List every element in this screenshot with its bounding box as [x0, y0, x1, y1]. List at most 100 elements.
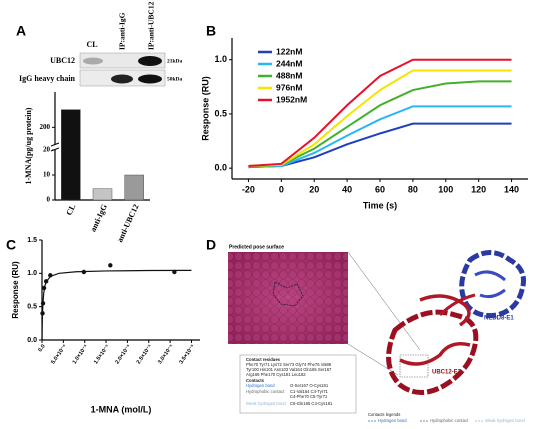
contacts-box	[239, 354, 357, 414]
legend-label: 122nM	[276, 46, 302, 56]
blot-band	[111, 74, 133, 84]
bar	[124, 174, 144, 201]
data-point	[81, 269, 87, 275]
x-tick-label: 2.0×10⁻⁵	[114, 343, 132, 365]
panel-label: B	[206, 23, 216, 39]
bar	[92, 188, 113, 201]
inset-title: Predicted pose surface	[229, 244, 284, 250]
y-tick-label: 0.5	[214, 108, 227, 118]
y-tick-label: 10	[43, 171, 51, 179]
legend-label: Weak hydrogen bond	[485, 418, 525, 423]
x-tick-label: 0	[279, 184, 284, 194]
contact-residue: C4-Phe70 C5-Tyr71	[290, 394, 328, 399]
contacts-heading: Contact residues	[246, 357, 281, 362]
x-tick-label: 5.0×10⁻⁶	[50, 343, 68, 365]
y-tick-label: 1.0	[214, 54, 227, 64]
binding-site	[399, 354, 429, 378]
x-tick-label: 120	[471, 184, 486, 194]
size-label: 21kDa	[167, 58, 183, 64]
legend-label: Hydrogen bond	[378, 418, 407, 423]
series-line	[248, 69, 512, 167]
y-tick-label: 0.0	[27, 337, 37, 344]
e2-ribbon	[386, 309, 479, 395]
contact-residues: Phe70 Tyr71 Lys72 Ser73 Gly74 Phe76 Val8…	[246, 362, 332, 367]
legend-label: 976nM	[276, 82, 302, 92]
legend-label: 244nM	[276, 58, 302, 68]
contact-residue: C6-Gln165 C4-Cys181	[290, 401, 333, 406]
fit-curve	[41, 269, 192, 341]
e1-ribbon	[474, 270, 506, 299]
x-tick-label: anti-UBC12	[115, 203, 140, 244]
x-tick-label: -20	[242, 184, 255, 194]
legend-title: Contacts legends	[368, 412, 400, 417]
x-tick-label: 100	[438, 184, 453, 194]
lane-label: IP:anti-IgG	[118, 12, 127, 50]
connector	[347, 343, 399, 376]
contact-residue: C1-Val164 C4-Tyr71	[290, 389, 329, 394]
contacts-heading: Contacts	[246, 378, 265, 383]
x-tick-label: 1.5×10⁻⁵	[93, 343, 111, 365]
y-tick-label: 0	[47, 196, 51, 204]
series-line	[248, 105, 512, 169]
row-label: IgG heavy chain	[19, 74, 76, 83]
x-tick-label: 60	[375, 184, 385, 194]
x-axis-title: Time (s)	[363, 200, 397, 210]
y-axis-title: 1-MNA(pg/ug protein)	[24, 107, 33, 184]
x-tick-label: 80	[408, 184, 418, 194]
y-tick-label: 0.0	[214, 163, 227, 173]
x-tick-label: 2.5×10⁻⁵	[136, 343, 154, 365]
y-tick-label: 1.0	[27, 270, 37, 277]
x-tick-label: 0.0	[38, 344, 47, 354]
series-line	[248, 122, 512, 169]
blot-band	[138, 56, 162, 66]
e1-ribbon	[459, 250, 526, 318]
panel-label: A	[16, 23, 26, 39]
connector	[347, 251, 421, 351]
x-tick-label: 3.0×10⁻⁵	[157, 343, 175, 365]
e1-label: NEDD8-E1	[484, 316, 514, 322]
data-point	[43, 279, 49, 284]
x-axis-title: 1-MNA (mol/L)	[91, 404, 152, 414]
size-label: 50kDa	[167, 76, 183, 82]
contact-residues: Arg169 Phe170 Cys181 Leu182	[246, 372, 306, 377]
series-line	[248, 58, 512, 167]
data-point	[41, 285, 47, 291]
data-point	[40, 311, 45, 316]
data-point	[40, 301, 46, 306]
x-tick-label: anti-IgG	[88, 203, 109, 233]
e2-ribbon	[399, 294, 471, 366]
contact-type: Hydrophobic contact	[246, 389, 285, 394]
row-label: UBC12	[50, 56, 75, 65]
y-tick-label: 0.5	[27, 304, 37, 311]
lane-label: CL	[86, 40, 97, 49]
series-line	[248, 80, 512, 169]
x-tick-label: 20	[309, 184, 319, 194]
contact-residue: O-Ser167 O-Cys181	[290, 383, 329, 388]
e2-ribbon	[438, 293, 476, 317]
y-tick-label: 1.5	[27, 237, 37, 244]
contact-type: Hydrogen bond	[246, 383, 275, 388]
y-axis-title: Response (RU)	[11, 261, 20, 319]
panel-label: C	[6, 237, 16, 253]
surface-texture	[228, 252, 348, 344]
bar	[61, 109, 81, 201]
x-tick-label: 3.5×10⁻⁵	[178, 343, 196, 365]
y-tick-label: 20	[43, 146, 51, 154]
legend-label: Hydrophobic contact	[430, 418, 469, 423]
x-tick-label: 1.0×10⁻⁵	[72, 343, 90, 365]
data-point	[172, 269, 177, 275]
legend-label: 1952nM	[276, 94, 307, 104]
x-tick-label: CL	[64, 203, 77, 217]
x-tick-label: 40	[342, 184, 352, 194]
contact-residues: Tyr100 His101 Asn103 Val164 Gln165 Ser16…	[246, 367, 332, 372]
legend-label: 488nM	[276, 70, 302, 80]
y-axis-title: Response (RU)	[200, 76, 210, 141]
blot-band	[138, 74, 162, 84]
y-tick-label: 200	[40, 123, 51, 131]
western-blot: CL IP:anti-IgG IP:anti-UBC12 UBC12 IgG h…	[19, 1, 183, 87]
ligand	[272, 281, 304, 307]
lane-label: IP:anti-UBC12	[147, 1, 156, 50]
data-point	[108, 263, 113, 268]
blot-band	[83, 57, 103, 65]
